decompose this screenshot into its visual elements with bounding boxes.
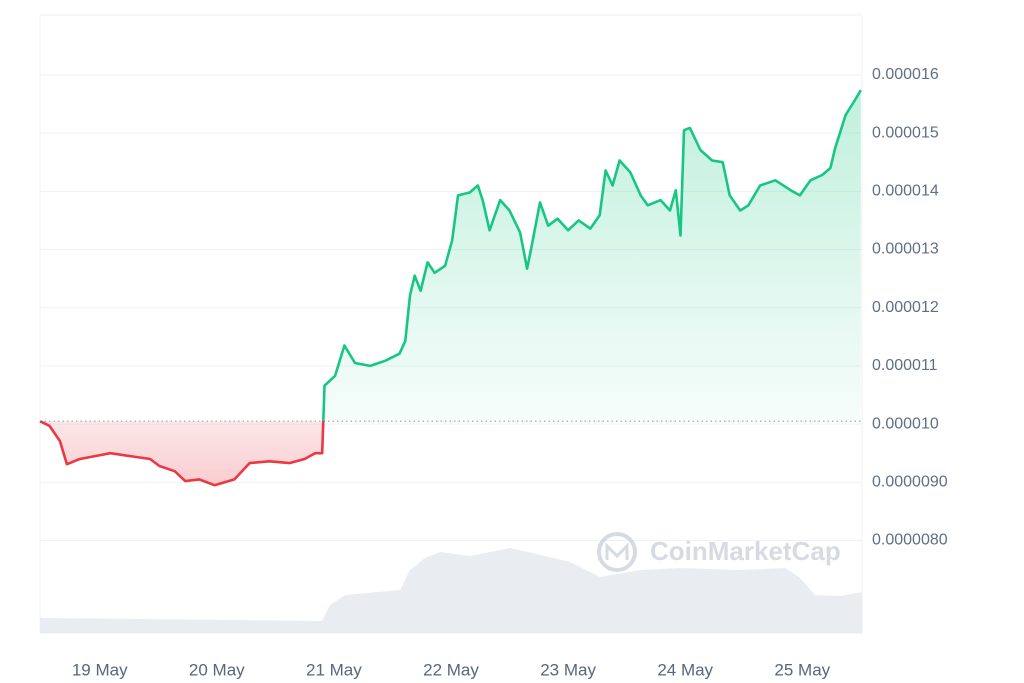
y-tick-label: 0.000015 — [872, 124, 939, 141]
watermark-text: CoinMarketCap — [650, 536, 841, 566]
price-line — [39, 89, 862, 487]
x-tick-label: 24 May — [657, 660, 713, 679]
y-tick-label: 0.0000090 — [872, 474, 948, 491]
y-tick-label: 0.000012 — [872, 299, 939, 316]
x-tick-label: 19 May — [72, 660, 128, 679]
watermark-logo-m — [605, 542, 629, 560]
y-tick-label: 0.000014 — [872, 183, 939, 200]
watermark: CoinMarketCap — [597, 532, 841, 572]
y-tick-label: 0.000011 — [872, 357, 938, 374]
watermark-logo — [597, 532, 637, 572]
volume-area — [40, 548, 862, 633]
y-tick-label: 0.000010 — [872, 415, 939, 432]
y-tick-label: 0.0000080 — [872, 532, 948, 549]
x-tick-label: 20 May — [189, 660, 245, 679]
x-tick-label: 23 May — [540, 660, 596, 679]
x-tick-label: 22 May — [423, 660, 479, 679]
price-area — [40, 90, 861, 486]
x-tick-label: 25 May — [774, 660, 830, 679]
x-tick-label: 21 May — [306, 660, 362, 679]
y-tick-label: 0.000013 — [872, 241, 939, 258]
marks — [39, 89, 862, 487]
y-tick-label: 0.000016 — [872, 66, 939, 83]
